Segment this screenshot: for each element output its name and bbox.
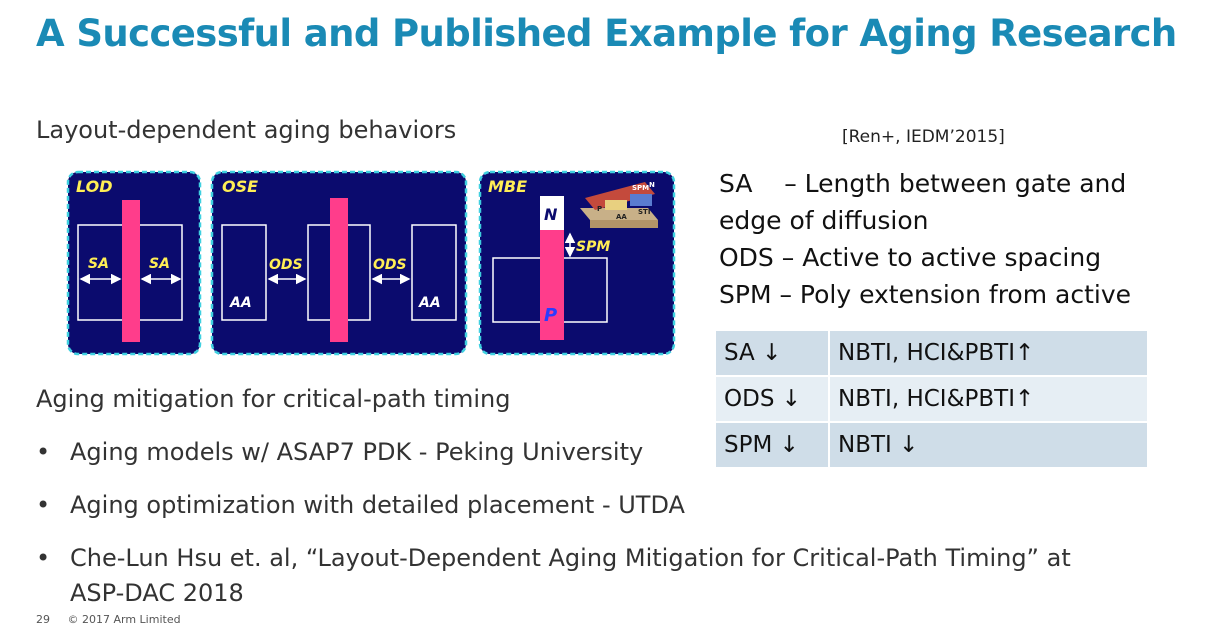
ose-label: OSE <box>222 177 258 196</box>
page-number: 29 <box>36 613 50 626</box>
definition-spm: SPM – Poly extension from active <box>719 280 1132 309</box>
bullet-text: Aging optimization with detailed placeme… <box>70 491 685 519</box>
table-cell-param: SPM ↓ <box>716 423 830 469</box>
mbe-spm: SPM <box>576 239 610 255</box>
mbe-n: N <box>544 205 558 224</box>
table-row: SPM ↓ NBTI ↓ <box>716 423 1147 469</box>
mbe-label: MBE <box>488 177 527 196</box>
mbe-p: P <box>544 305 557 326</box>
bullet-text: Che-Lun Hsu et. al, “Layout-Dependent Ag… <box>70 544 1071 572</box>
table-row: ODS ↓ NBTI, HCI&PBTI↑ <box>716 377 1147 423</box>
bullet-dot: • <box>36 438 51 466</box>
ose-aa-left: AA <box>229 295 252 311</box>
table-row: SA ↓ NBTI, HCI&PBTI↑ <box>716 331 1147 377</box>
definition-sa-cont: edge of diffusion <box>719 206 929 235</box>
table-cell-param: ODS ↓ <box>716 377 830 423</box>
lod-sa-left: SA <box>88 256 109 272</box>
ose-ods-left: ODS <box>269 257 303 273</box>
bullet-dot: • <box>36 544 51 572</box>
lod-label: LOD <box>76 177 113 196</box>
mbe-inset-sti: STI <box>638 208 650 216</box>
ose-aa-right: AA <box>418 295 441 311</box>
ose-ods-right: ODS <box>373 257 407 273</box>
definition-ods: ODS – Active to active spacing <box>719 243 1102 272</box>
bullet-text: ASP-DAC 2018 <box>70 579 244 607</box>
table-cell-effect: NBTI ↓ <box>830 423 1147 469</box>
mbe-panel: MBE N P SPM P SPM N AA STI <box>478 170 676 356</box>
table-cell-effect: NBTI, HCI&PBTI↑ <box>830 377 1147 423</box>
effects-table: SA ↓ NBTI, HCI&PBTI↑ ODS ↓ NBTI, HCI&PBT… <box>716 331 1147 469</box>
mitigation-heading: Aging mitigation for critical-path timin… <box>36 385 511 413</box>
subtitle: Layout-dependent aging behaviors <box>36 116 457 144</box>
table-cell-effect: NBTI, HCI&PBTI↑ <box>830 331 1147 377</box>
mbe-inset-aa: AA <box>616 213 627 221</box>
bullet-text: Aging models w/ ASAP7 PDK - Peking Unive… <box>70 438 644 466</box>
copyright: © 2017 Arm Limited <box>67 613 181 626</box>
mbe-inset-n: N <box>649 181 655 189</box>
lod-sa-right: SA <box>149 256 170 272</box>
ose-panel: OSE AA AA ODS ODS <box>210 170 468 356</box>
definition-sa: SA – Length between gate and <box>719 169 1127 198</box>
bullet-dot: • <box>36 491 51 519</box>
mbe-3d-inset: P SPM N AA STI <box>580 181 658 228</box>
mbe-inset-spm: SPM <box>632 184 649 192</box>
page-title: A Successful and Published Example for A… <box>36 12 1177 55</box>
layout-diagram: LOD SA SA OSE AA AA ODS ODS MBE N P SPM <box>66 170 676 356</box>
reference: [Ren+, IEDM’2015] <box>842 127 1005 147</box>
mbe-inset-p: P <box>597 205 602 213</box>
lod-panel: LOD SA SA <box>66 170 202 356</box>
table-cell-param: SA ↓ <box>716 331 830 377</box>
footer: 29 © 2017 Arm Limited <box>36 613 181 626</box>
